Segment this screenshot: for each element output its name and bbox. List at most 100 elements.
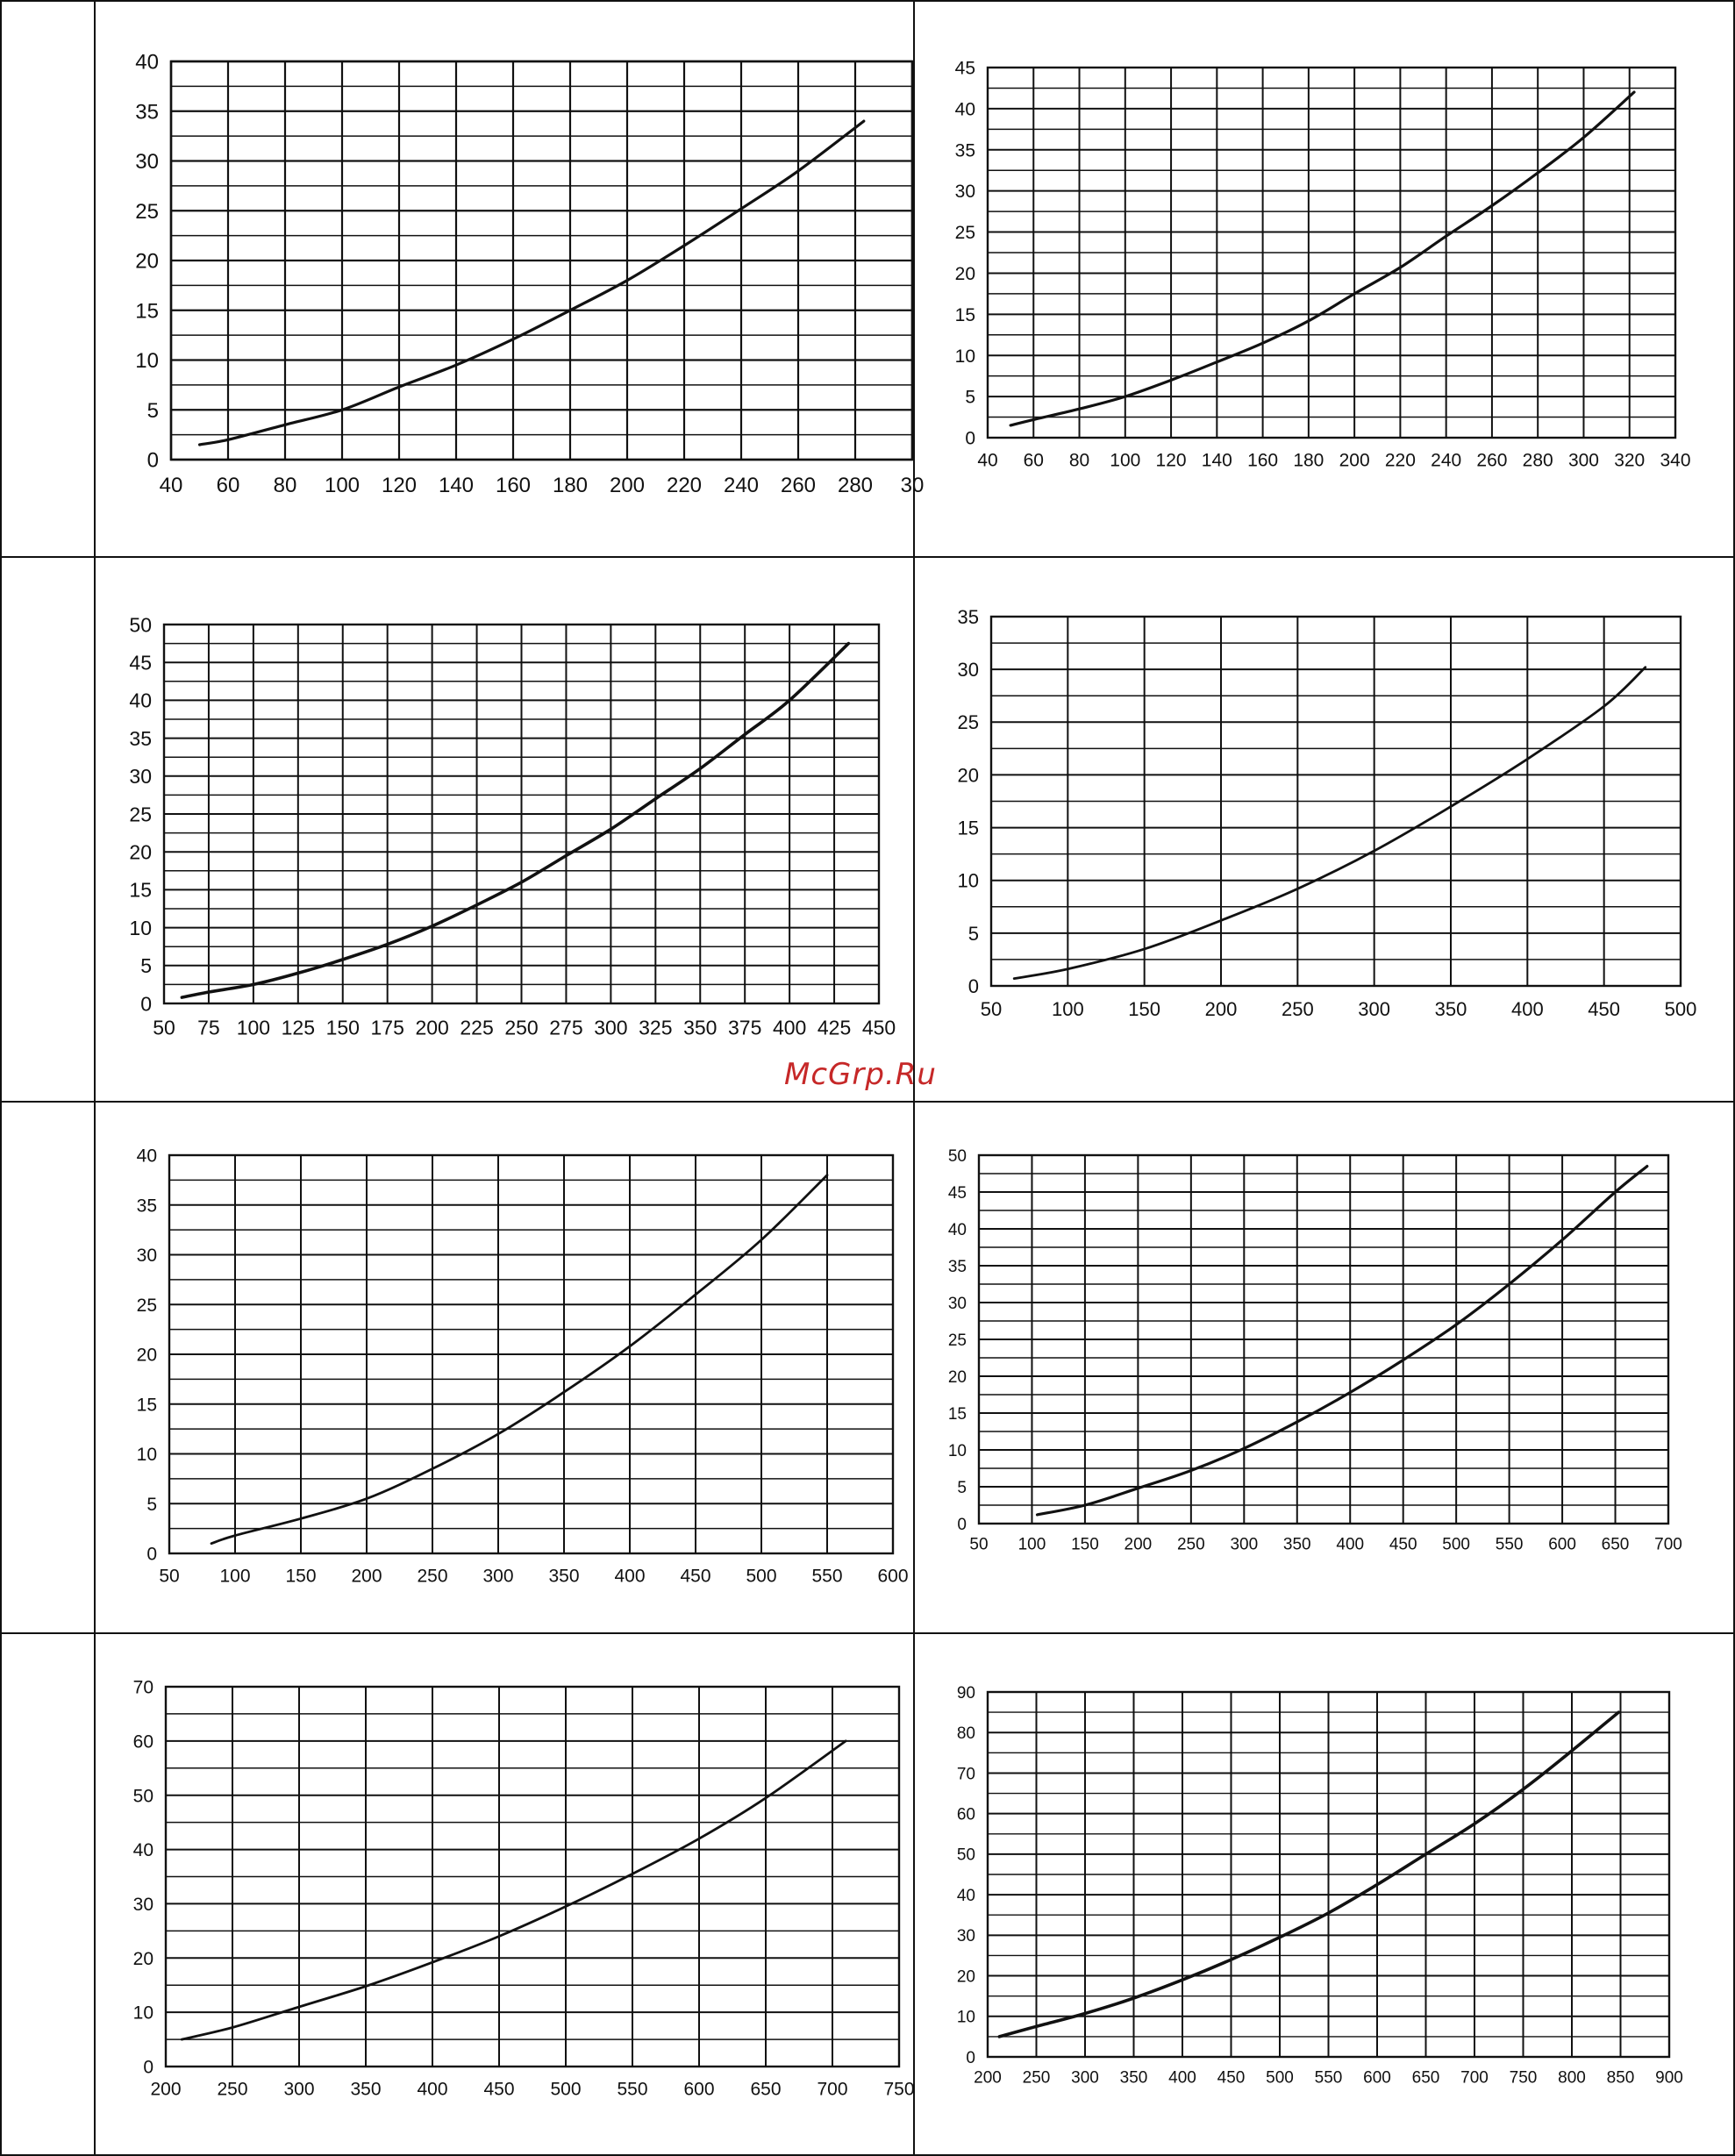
y-tick-label: 15 xyxy=(948,1405,967,1424)
y-tick-label: 70 xyxy=(133,1678,154,1698)
series-line xyxy=(1009,90,1636,427)
y-tick-label: 5 xyxy=(968,923,979,945)
y-tick-label: 20 xyxy=(955,264,975,284)
chart-1: 0 5 10 15 20 25 30 35 40 40 60 80 100 120 140 160 180 200… xyxy=(135,51,924,498)
x-tick-label: 550 xyxy=(1315,2068,1343,2087)
x-tick-label: 650 xyxy=(1602,1535,1630,1553)
x-tick-label: 250 xyxy=(1177,1535,1205,1553)
y-tick-label: 15 xyxy=(129,879,152,902)
y-tick-label: 35 xyxy=(958,606,979,628)
x-tick-label: 350 xyxy=(1283,1535,1311,1553)
y-tick-label: 10 xyxy=(948,1442,967,1460)
x-tick-label: 50 xyxy=(153,1017,175,1039)
y-tick-label: 5 xyxy=(140,954,152,977)
y-tick-label: 25 xyxy=(955,223,975,243)
x-tick-label: 450 xyxy=(1217,2068,1246,2087)
plot-area-border xyxy=(168,1153,895,1555)
x-tick-label: 200 xyxy=(415,1017,448,1039)
y-tick-label: 35 xyxy=(948,1258,967,1276)
series-line xyxy=(1012,666,1647,980)
x-tick-label: 160 xyxy=(496,474,531,497)
chart-4: 0 5 10 15 20 25 30 35 50 100 150 200 250 300 350 400 450… xyxy=(958,606,1697,1020)
x-tick-label: 180 xyxy=(1293,451,1324,471)
y-tick-label: 5 xyxy=(965,388,975,408)
y-tick-label: 70 xyxy=(957,1765,975,1783)
plot-area-border xyxy=(164,1685,901,2068)
plot-area-border xyxy=(989,615,1682,988)
y-tick-label: 10 xyxy=(958,870,979,892)
x-tick-label: 150 xyxy=(326,1017,360,1039)
x-tick-label: 400 xyxy=(1168,2068,1196,2087)
x-tick-label: 320 xyxy=(1614,451,1645,471)
y-tick-label: 0 xyxy=(147,449,159,473)
x-tick-label: 260 xyxy=(1476,451,1507,471)
y-tick-label: 60 xyxy=(957,1806,975,1824)
x-tick-label: 900 xyxy=(1655,2068,1683,2087)
y-tick-label: 30 xyxy=(133,1895,154,1915)
x-tick-label: 450 xyxy=(680,1567,710,1587)
x-tick-label: 100 xyxy=(1018,1535,1046,1553)
x-tick-label: 250 xyxy=(217,2080,247,2100)
x-tick-label: 80 xyxy=(1069,451,1089,471)
x-tick-label: 50 xyxy=(159,1567,179,1587)
x-tick-label: 300 xyxy=(594,1017,627,1039)
y-tick-label: 20 xyxy=(958,764,979,786)
x-tick-label: 750 xyxy=(883,2080,914,2100)
x-tick-label: 600 xyxy=(1548,1535,1576,1553)
x-tick-label: 350 xyxy=(683,1017,717,1039)
y-tick-label: 5 xyxy=(146,1495,157,1515)
x-tick-label: 220 xyxy=(1385,451,1416,471)
y-tick-label: 50 xyxy=(129,613,152,636)
y-tick-label: 20 xyxy=(129,840,152,863)
y-tick-label: 40 xyxy=(133,1840,154,1860)
series-line xyxy=(210,1174,829,1546)
x-tick-label: 50 xyxy=(969,1535,988,1553)
y-tick-label: 10 xyxy=(955,346,975,367)
series-line xyxy=(197,119,866,446)
y-tick-label: 0 xyxy=(957,1516,967,1534)
y-tick-label: 30 xyxy=(958,659,979,681)
x-tick-label: 600 xyxy=(683,2080,714,2100)
x-tick-label: 500 xyxy=(1665,998,1697,1020)
x-tick-label: 100 xyxy=(237,1017,270,1039)
x-tick-label: 700 xyxy=(1654,1535,1682,1553)
x-tick-label: 240 xyxy=(724,474,759,497)
x-tick-label: 450 xyxy=(483,2080,514,2100)
x-tick-label: 120 xyxy=(1156,451,1187,471)
y-tick-label: 25 xyxy=(137,1296,157,1316)
y-tick-label: 0 xyxy=(966,2049,975,2067)
x-tick-label: 340 xyxy=(1660,451,1690,471)
y-tick-label: 5 xyxy=(957,1479,967,1497)
x-tick-label: 300 xyxy=(1230,1535,1258,1553)
x-tick-label: 500 xyxy=(1266,2068,1294,2087)
y-tick-label: 25 xyxy=(948,1331,967,1350)
y-tick-label: 10 xyxy=(129,917,152,939)
x-tick-label: 240 xyxy=(1431,451,1461,471)
y-tick-label: 20 xyxy=(135,250,159,274)
x-tick-label: 160 xyxy=(1247,451,1278,471)
x-tick-label: 750 xyxy=(1510,2068,1538,2087)
y-tick-label: 10 xyxy=(957,2009,975,2027)
x-tick-label: 450 xyxy=(1389,1535,1417,1553)
x-tick-label: 60 xyxy=(217,474,240,497)
x-tick-label: 375 xyxy=(728,1017,761,1039)
plot-area-border xyxy=(986,66,1677,439)
x-tick-label: 50 xyxy=(981,998,1002,1020)
x-tick-label: 75 xyxy=(197,1017,220,1039)
x-tick-label: 200 xyxy=(974,2068,1002,2087)
x-tick-label: 250 xyxy=(1282,998,1314,1020)
series-line xyxy=(180,1739,847,2041)
chart-3: 0 5 10 15 20 25 30 35 40 45 50 50 75 100 125 150 175 200 2… xyxy=(129,613,896,1039)
y-tick-label: 40 xyxy=(129,689,152,712)
x-tick-label: 250 xyxy=(504,1017,538,1039)
plot-area-border xyxy=(977,1153,1670,1525)
x-tick-label: 500 xyxy=(550,2080,581,2100)
y-tick-label: 30 xyxy=(137,1246,157,1266)
y-tick-label: 20 xyxy=(137,1346,157,1366)
x-tick-label: 400 xyxy=(417,2080,447,2100)
x-tick-label: 700 xyxy=(1460,2068,1489,2087)
x-tick-label: 500 xyxy=(1442,1535,1470,1553)
y-tick-label: 30 xyxy=(135,150,159,174)
plot-area-border xyxy=(162,623,881,1005)
